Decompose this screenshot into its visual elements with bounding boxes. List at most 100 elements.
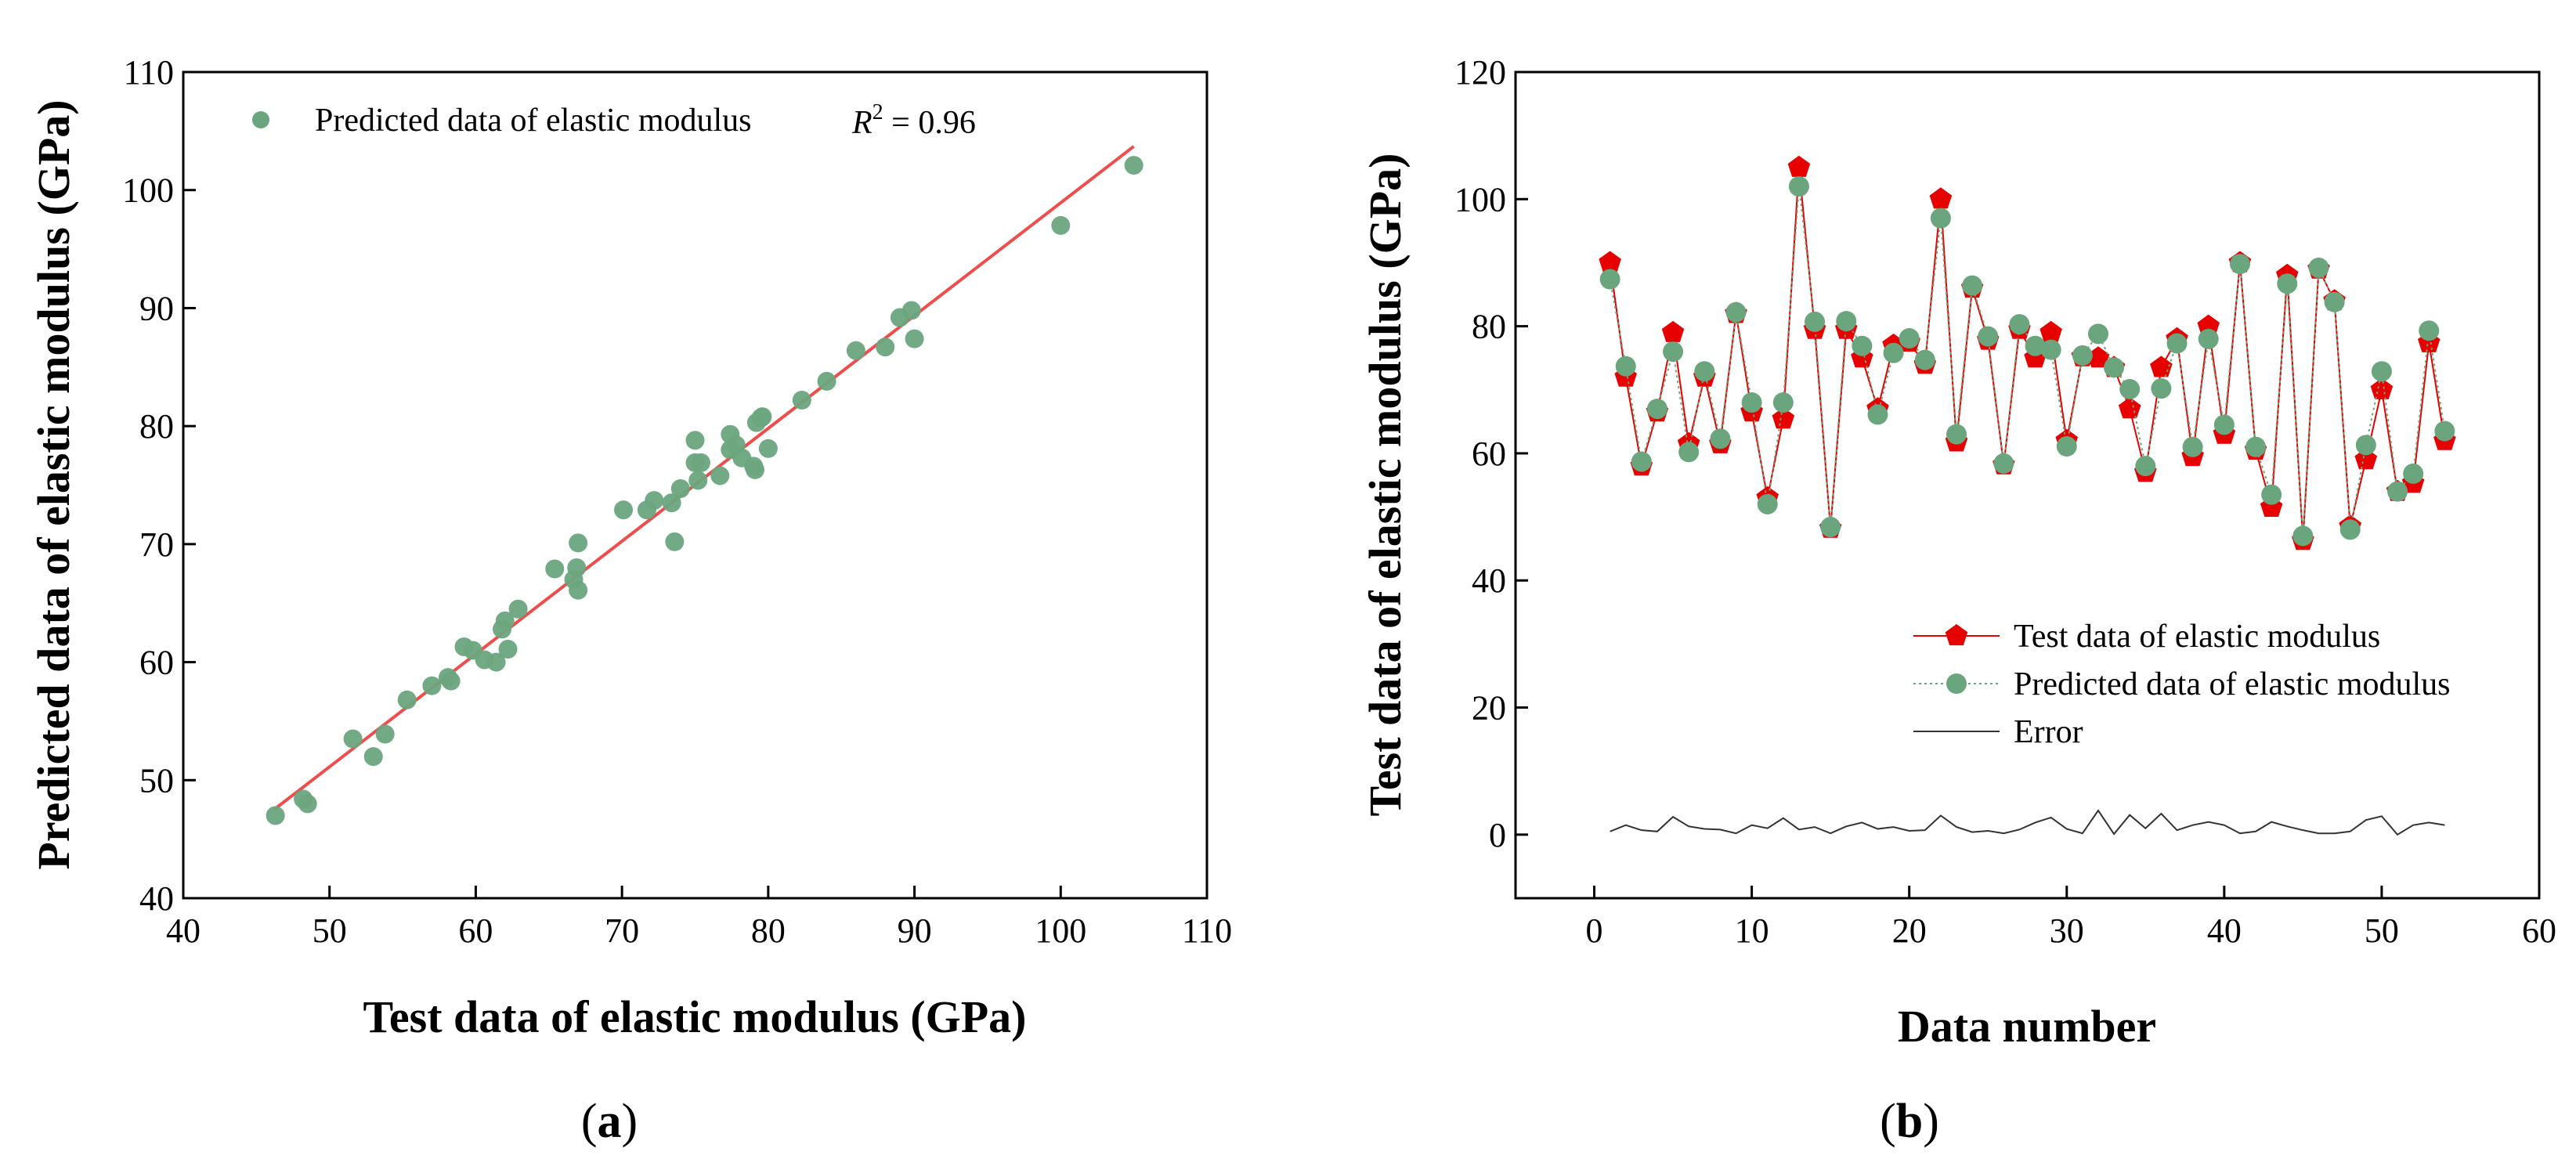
r2-symbol: R bbox=[851, 105, 873, 141]
predicted-data-marker bbox=[2056, 435, 2077, 457]
r2-exponent: 2 bbox=[873, 100, 883, 125]
panel-a-legend-label: Predicted data of elastic modulus bbox=[315, 103, 752, 139]
predicted-data-marker bbox=[1710, 428, 1731, 449]
scatter-point bbox=[846, 341, 865, 360]
panel-b-x-tick-label: 40 bbox=[2207, 912, 2242, 950]
predicted-data-marker bbox=[1631, 451, 1652, 472]
panel-b-label-open: ( bbox=[1880, 1095, 1896, 1148]
panel-a-x-ticks: 40 50 60 70 80 90 100 110 bbox=[166, 886, 1232, 950]
panel-a-label-close: ) bbox=[622, 1095, 638, 1148]
test-data-marker bbox=[2370, 377, 2394, 399]
panel-b-y-axis-title: Test data of elastic modulus (GPa) bbox=[1360, 153, 1411, 817]
panel-a-label-open: ( bbox=[581, 1095, 598, 1148]
panel-a-y-ticks: 40 50 60 70 80 90 100 110 bbox=[122, 53, 196, 918]
scatter-point bbox=[343, 729, 363, 749]
predicted-data-marker bbox=[2213, 414, 2235, 435]
predicted-data-marker bbox=[2324, 291, 2345, 312]
scatter-point bbox=[495, 611, 515, 630]
predicted-data-marker bbox=[2292, 525, 2314, 547]
predicted-data-marker bbox=[1599, 269, 1620, 290]
panel-a-y-tick-label: 50 bbox=[139, 761, 174, 800]
test-data-marker bbox=[1599, 251, 1621, 273]
panel-a-x-tick-label: 40 bbox=[166, 912, 201, 950]
predicted-data-marker bbox=[1678, 442, 1700, 463]
test-data-marker bbox=[2039, 320, 2062, 342]
panel-b-y-ticks: 0 20 40 60 80 100 120 bbox=[1454, 53, 1528, 854]
panel-b-x-tick-label: 30 bbox=[2050, 912, 2084, 950]
panel-a-label-letter: a bbox=[598, 1095, 622, 1148]
predicted-data-marker bbox=[1663, 341, 1684, 363]
scatter-point bbox=[758, 439, 778, 458]
predicted-data-marker bbox=[2371, 361, 2392, 382]
panel-b-x-tick-label: 60 bbox=[2522, 912, 2556, 950]
panel-a-x-tick-label: 100 bbox=[1035, 912, 1086, 950]
panel-a-x-tick-label: 70 bbox=[605, 912, 639, 950]
predicted-data-marker bbox=[2104, 357, 2125, 378]
panel-a-y-tick-label: 80 bbox=[139, 407, 174, 446]
predicted-data-marker bbox=[2403, 463, 2424, 484]
scatter-point bbox=[901, 301, 921, 320]
predicted-data-marker bbox=[1741, 392, 1762, 413]
predicted-data-marker bbox=[2040, 339, 2061, 360]
panel-b-y-tick-label: 20 bbox=[1472, 689, 1506, 727]
test-data-marker bbox=[2150, 356, 2173, 377]
scatter-point bbox=[363, 747, 383, 767]
panel-a-label: (a) bbox=[581, 1095, 638, 1148]
predicted-data-marker bbox=[2387, 481, 2408, 502]
predicted-data-marker bbox=[2009, 314, 2030, 335]
scatter-point bbox=[422, 676, 442, 695]
panel-b-y-tick-label: 40 bbox=[1472, 561, 1506, 600]
predicted-data-marker bbox=[2166, 333, 2188, 354]
panel-b-x-axis-title: Data number bbox=[1898, 1001, 2156, 1052]
predicted-data-marker bbox=[2339, 519, 2361, 540]
panel-b-x-ticks: 0 10 20 30 40 50 60 bbox=[1586, 886, 2556, 950]
panel-a-x-axis-title: Test data of elastic modulus (GPa) bbox=[363, 991, 1027, 1042]
scatter-point bbox=[645, 491, 664, 511]
test-data-marker bbox=[1929, 187, 1953, 209]
panel-b-y-tick-label: 60 bbox=[1472, 435, 1506, 473]
panel-b-label-letter: b bbox=[1896, 1095, 1923, 1148]
predicted-data-marker bbox=[2434, 421, 2455, 442]
predicted-data-marker bbox=[2261, 484, 2282, 505]
scatter-point bbox=[1124, 156, 1143, 175]
predicted-data-marker bbox=[2277, 273, 2298, 294]
scatter-point bbox=[375, 724, 395, 744]
scatter-point bbox=[792, 390, 811, 410]
predicted-data-marker bbox=[1883, 342, 1904, 363]
predicted-data-marker bbox=[2355, 435, 2376, 456]
predicted-data-marker bbox=[2229, 254, 2250, 275]
panel-b-y-tick-label: 0 bbox=[1489, 816, 1506, 854]
predicted-data-marker bbox=[1805, 311, 1826, 332]
predicted-data-marker bbox=[1820, 517, 1841, 538]
predicted-data-marker bbox=[2087, 323, 2108, 345]
panel-b-y-tick-label: 80 bbox=[1472, 308, 1506, 346]
scatter-point bbox=[670, 479, 690, 499]
predicted-data-marker bbox=[2198, 328, 2219, 349]
scatter-point bbox=[817, 371, 836, 391]
panel-a-y-tick-label: 60 bbox=[139, 644, 174, 682]
scatter-point bbox=[498, 639, 518, 659]
scatter-point bbox=[753, 407, 772, 427]
scatter-point bbox=[545, 559, 565, 579]
predicted-data-marker bbox=[1788, 176, 1809, 197]
legend-test-label: Test data of elastic modulus bbox=[2014, 619, 2380, 655]
scatter-point bbox=[691, 453, 710, 472]
scatter-point bbox=[665, 532, 685, 551]
panel-b-x-tick-label: 20 bbox=[1892, 912, 1927, 950]
scatter-point bbox=[688, 471, 708, 490]
panel-b-y-tick-label: 100 bbox=[1454, 180, 1506, 218]
panel-a-legend: Predicted data of elastic modulus R2 = 0… bbox=[252, 100, 976, 141]
panel-a-scatter-chart: 40 50 60 70 80 90 100 110 40 50 60 70 80 90 100 110 Pr… bbox=[28, 53, 1232, 1148]
predicted-data-marker bbox=[2119, 378, 2141, 399]
predicted-data-marker bbox=[1757, 493, 1778, 514]
panel-b-label-close: ) bbox=[1923, 1095, 1939, 1148]
panel-b-legend: Test data of elastic modulus Predicted d… bbox=[1913, 619, 2451, 750]
panel-b-x-tick-label: 0 bbox=[1586, 912, 1603, 950]
predicted-data-marker bbox=[2245, 436, 2267, 457]
panel-a-y-tick-label: 70 bbox=[139, 525, 174, 564]
predicted-data-marker bbox=[1836, 311, 1857, 332]
panel-b-y-tick-label: 120 bbox=[1454, 53, 1506, 92]
panel-a-x-tick-label: 110 bbox=[1182, 912, 1232, 950]
predicted-data-marker bbox=[1615, 356, 1636, 377]
predicted-data-marker bbox=[2135, 456, 2156, 477]
